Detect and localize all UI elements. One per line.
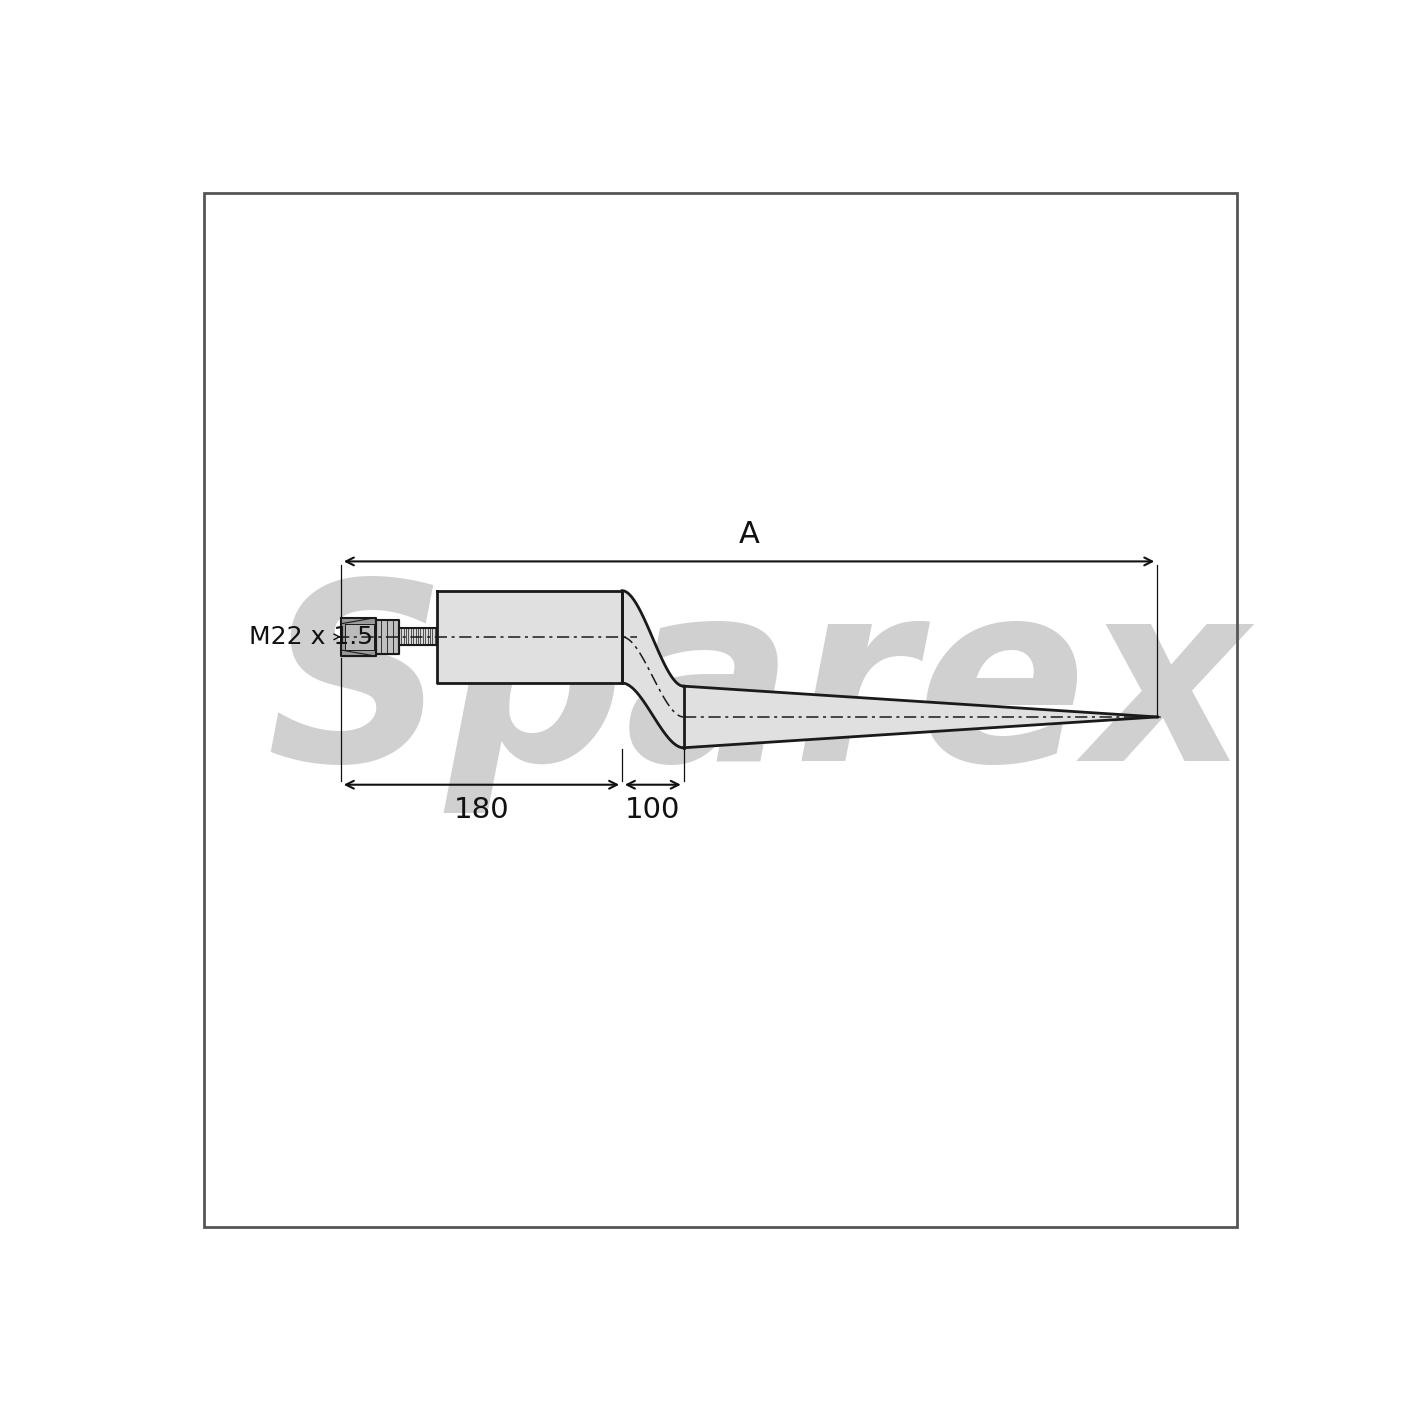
Polygon shape <box>399 628 437 645</box>
Polygon shape <box>621 591 683 748</box>
Text: 180: 180 <box>454 796 509 824</box>
Text: A: A <box>738 520 759 550</box>
Text: M22 x 1.5: M22 x 1.5 <box>249 624 373 650</box>
Polygon shape <box>342 617 375 657</box>
Polygon shape <box>344 624 374 650</box>
Polygon shape <box>683 686 1157 748</box>
Polygon shape <box>437 591 621 683</box>
Text: Sparex: Sparex <box>266 571 1247 813</box>
Text: 100: 100 <box>626 796 681 824</box>
Polygon shape <box>375 620 399 654</box>
